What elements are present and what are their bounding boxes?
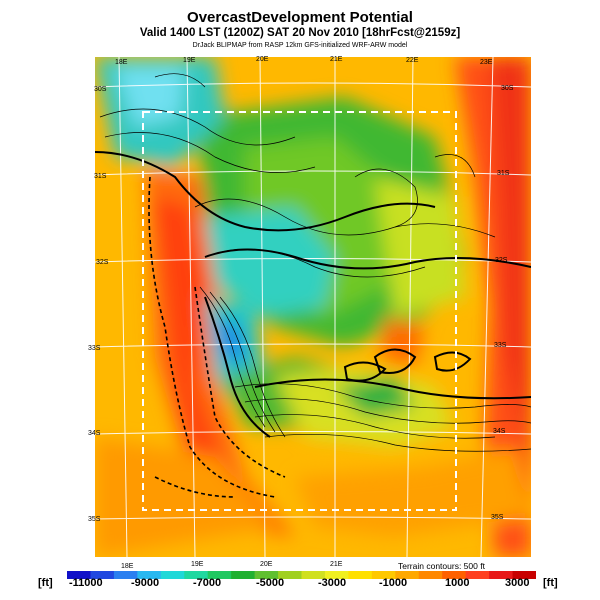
colorbar-swatch bbox=[184, 571, 209, 579]
lon-label-bottom: 21E bbox=[330, 561, 343, 568]
colorbar-swatch bbox=[489, 571, 514, 579]
colorbar-unit-right: [ft] bbox=[543, 577, 558, 589]
lat-label-left: 35S bbox=[88, 516, 101, 523]
credit-line: DrJack BLIPMAP from RASP 12km GFS-initia… bbox=[192, 42, 408, 49]
colorbar-swatch bbox=[137, 571, 162, 579]
colorbar-swatch bbox=[67, 571, 91, 579]
lon-label-top: 19E bbox=[183, 57, 196, 64]
colorbar-tick: -7000 bbox=[193, 577, 222, 589]
graticule bbox=[95, 57, 531, 557]
colorbar-unit-left: [ft] bbox=[38, 577, 53, 589]
lat-label-left: 34S bbox=[88, 430, 101, 437]
valid-time-line: Valid 1400 LST (1200Z) SAT 20 Nov 2010 [… bbox=[139, 27, 461, 39]
colorbar-swatch bbox=[465, 571, 490, 579]
colorbar-tick: -11000 bbox=[69, 577, 103, 589]
colorbar-tick: 3000 bbox=[505, 577, 530, 589]
lon-label-top: 21E bbox=[330, 56, 343, 63]
lat-label-right: 31S bbox=[497, 170, 510, 177]
map-title: OvercastDevelopment Potential bbox=[187, 9, 413, 26]
colorbar-swatch bbox=[324, 571, 349, 579]
colorbar-swatch bbox=[231, 571, 256, 579]
colorbar-swatch bbox=[395, 571, 420, 579]
colorbar-tick: -1000 bbox=[379, 577, 408, 589]
colorbar-swatch bbox=[442, 571, 467, 579]
lat-label-left: 30S bbox=[94, 86, 107, 93]
colorbar-swatch bbox=[90, 571, 115, 579]
colorbar-tick: 1000 bbox=[445, 577, 470, 589]
lat-label-right: 33S bbox=[494, 342, 507, 349]
lat-label-left: 32S bbox=[96, 259, 109, 266]
terrain-contour-note: Terrain contours: 500 ft bbox=[398, 561, 485, 571]
lon-label-top: 22E bbox=[406, 57, 419, 64]
lat-label-left: 33S bbox=[88, 345, 101, 352]
lat-label-right: 30S bbox=[501, 85, 514, 92]
colorbar-tick: -9000 bbox=[131, 577, 160, 589]
lon-label-bottom: 18E bbox=[121, 563, 134, 570]
colorbar-swatch bbox=[207, 571, 232, 579]
colorbar-tick: -3000 bbox=[318, 577, 347, 589]
lat-label-right: 34S bbox=[493, 428, 506, 435]
colorbar-swatch bbox=[113, 571, 138, 579]
lat-label-right: 35S bbox=[491, 514, 504, 521]
dashed-contours bbox=[148, 176, 286, 498]
colorbar-tick: -5000 bbox=[256, 577, 285, 589]
colorbar-swatch bbox=[160, 571, 185, 579]
bold-contours bbox=[95, 151, 531, 438]
colorbar-swatch bbox=[418, 571, 443, 579]
colorbar-swatch bbox=[371, 571, 396, 579]
lat-label-left: 31S bbox=[94, 173, 107, 180]
colorbar-swatch bbox=[348, 571, 373, 579]
lon-label-top: 23E bbox=[480, 59, 493, 66]
colorbar bbox=[67, 571, 536, 579]
colorbar-swatch bbox=[278, 571, 302, 579]
lon-label-top: 18E bbox=[115, 59, 128, 66]
colorbar-swatch bbox=[512, 571, 536, 579]
colorbar-swatch bbox=[301, 571, 326, 579]
lon-label-bottom: 19E bbox=[191, 561, 204, 568]
forecast-map bbox=[95, 57, 531, 557]
lon-label-top: 20E bbox=[256, 56, 269, 63]
colorbar-swatch bbox=[254, 571, 279, 579]
lat-label-right: 32S bbox=[495, 257, 508, 264]
lon-label-bottom: 20E bbox=[260, 561, 273, 568]
analysis-box bbox=[142, 111, 457, 511]
